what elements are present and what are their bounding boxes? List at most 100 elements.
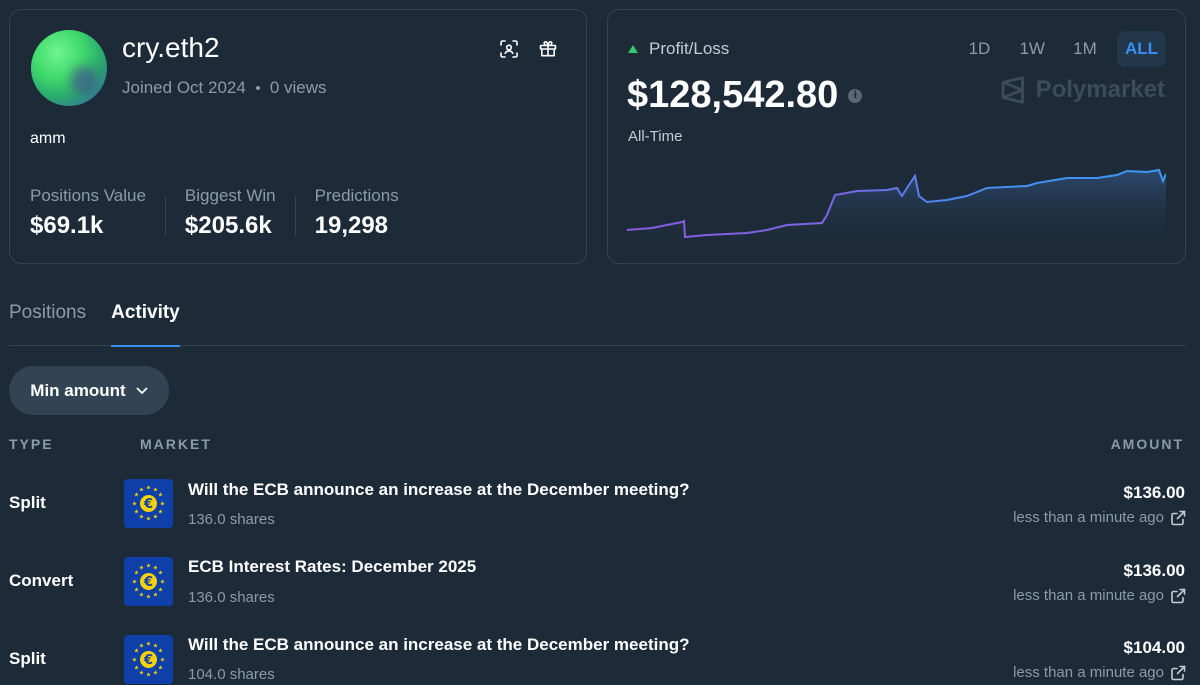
svg-text:★: ★	[134, 570, 139, 577]
share-count: 136.0 shares	[188, 589, 275, 606]
svg-text:★: ★	[132, 657, 137, 664]
row-time: less than a minute ago	[1013, 664, 1186, 681]
timestamp: less than a minute ago	[1013, 509, 1164, 526]
row-amount: $104.00	[1123, 638, 1185, 657]
eu-flag-euro-icon[interactable]: ★ ★ ★ ★ ★ ★ ★ ★ ★ ★ ★ ★ €	[124, 557, 173, 606]
min-amount-filter-button[interactable]: Min amount	[9, 366, 169, 415]
eu-flag-euro-icon[interactable]: ★ ★ ★ ★ ★ ★ ★ ★ ★ ★ ★ ★ €	[124, 479, 173, 528]
svg-text:★: ★	[153, 592, 158, 599]
column-header-type: TYPE	[9, 436, 54, 452]
svg-text:★: ★	[139, 514, 144, 521]
svg-text:★: ★	[139, 643, 144, 650]
polymarket-watermark: Polymarket	[1000, 76, 1165, 104]
eu-flag-euro-icon[interactable]: ★ ★ ★ ★ ★ ★ ★ ★ ★ ★ ★ ★ €	[124, 635, 173, 684]
external-link-icon[interactable]	[1170, 665, 1186, 681]
pnl-card: Profit/Loss $128,542.80 i All-Time 1D 1W…	[607, 9, 1186, 264]
row-type: Convert	[9, 571, 74, 590]
row-time: less than a minute ago	[1013, 509, 1186, 526]
svg-text:★: ★	[139, 592, 144, 599]
pnl-line	[627, 168, 1166, 239]
watermark-label: Polymarket	[1035, 76, 1165, 103]
pnl-title-label: Profit/Loss	[649, 39, 730, 58]
svg-text:★: ★	[132, 501, 137, 508]
svg-text:€: €	[143, 653, 153, 668]
avatar	[31, 30, 107, 106]
stat-value: $205.6k	[184, 212, 272, 239]
svg-text:★: ★	[158, 648, 163, 655]
filter-label: Min amount	[30, 380, 126, 400]
pnl-chart	[627, 168, 1166, 246]
svg-text:★: ★	[146, 485, 151, 492]
svg-text:★: ★	[153, 670, 158, 677]
profile-card: cry.eth2 Joined Oct 2024 0 views amm Pos…	[9, 9, 587, 264]
row-type: Split	[9, 493, 46, 512]
row-time: less than a minute ago	[1013, 587, 1186, 604]
external-link-icon[interactable]	[1170, 510, 1186, 526]
svg-text:★: ★	[146, 594, 151, 601]
column-header-amount: AMOUNT	[1110, 436, 1184, 452]
chevron-down-icon	[136, 387, 148, 394]
stat-label: Predictions	[314, 186, 399, 205]
svg-text:★: ★	[139, 565, 144, 572]
svg-text:★: ★	[139, 487, 144, 494]
row-amount: $136.00	[1123, 483, 1185, 502]
market-title[interactable]: Will the ECB announce an increase at the…	[188, 635, 690, 654]
view-count: 0 views	[269, 78, 327, 97]
svg-text:★: ★	[134, 665, 139, 672]
svg-text:★: ★	[158, 587, 163, 594]
tab-positions[interactable]: Positions	[9, 302, 87, 323]
username: cry.eth2	[122, 32, 220, 63]
table-row[interactable]: Convert ★ ★ ★ ★ ★ ★ ★ ★ ★ ★ ★ ★ € ECB Interest R…	[0, 556, 1200, 616]
svg-text:★: ★	[158, 665, 163, 672]
svg-text:★: ★	[153, 565, 158, 572]
svg-text:★: ★	[158, 509, 163, 516]
svg-text:★: ★	[146, 641, 151, 648]
tab-bar: Positions Activity	[9, 302, 1186, 347]
column-header-market: MARKET	[140, 436, 212, 452]
svg-text:★: ★	[153, 487, 158, 494]
gift-icon[interactable]	[537, 38, 559, 60]
bio: amm	[30, 130, 66, 147]
market-title[interactable]: Will the ECB announce an increase at the…	[188, 480, 690, 499]
svg-text:★: ★	[146, 672, 151, 679]
svg-text:€: €	[143, 497, 153, 512]
external-link-icon[interactable]	[1170, 588, 1186, 604]
range-selector: 1D 1W 1M ALL	[959, 31, 1166, 67]
range-1d[interactable]: 1D	[968, 39, 991, 58]
profile-meta: Joined Oct 2024 0 views	[122, 78, 327, 98]
svg-text:★: ★	[153, 643, 158, 650]
share-count: 136.0 shares	[188, 511, 275, 528]
stat-positions-value: Positions Value $69.1k	[30, 186, 146, 240]
table-row[interactable]: Split ★ ★ ★ ★ ★ ★ ★ ★ ★ ★ ★ ★ € Will the ECB ann…	[0, 478, 1200, 538]
pnl-amount: $128,542.80 i	[627, 74, 863, 117]
stat-value: $69.1k	[30, 212, 104, 239]
svg-text:★: ★	[158, 492, 163, 499]
stat-divider	[294, 196, 296, 236]
market-title[interactable]: ECB Interest Rates: December 2025	[188, 557, 477, 576]
svg-text:★: ★	[134, 492, 139, 499]
pnl-amount-value: $128,542.80	[627, 74, 839, 116]
svg-text:★: ★	[134, 648, 139, 655]
svg-text:★: ★	[146, 516, 151, 523]
svg-text:★: ★	[153, 514, 158, 521]
row-type: Split	[9, 649, 46, 668]
range-1w[interactable]: 1W	[1019, 39, 1045, 58]
stat-value: 19,298	[314, 212, 389, 239]
table-row[interactable]: Split ★ ★ ★ ★ ★ ★ ★ ★ ★ ★ ★ ★ € Will the ECB ann…	[0, 634, 1200, 685]
trend-up-icon	[628, 45, 638, 53]
svg-text:★: ★	[160, 579, 165, 586]
scan-profile-icon[interactable]	[498, 38, 520, 60]
info-icon[interactable]: i	[848, 88, 863, 103]
svg-text:★: ★	[146, 563, 151, 570]
svg-text:★: ★	[134, 509, 139, 516]
stat-predictions: Predictions 19,298	[315, 186, 399, 240]
stat-biggest-win: Biggest Win $205.6k	[185, 186, 276, 240]
svg-text:€: €	[143, 575, 153, 590]
range-1m[interactable]: 1M	[1073, 39, 1097, 58]
range-all[interactable]: ALL	[1116, 31, 1166, 67]
svg-text:★: ★	[158, 570, 163, 577]
stat-divider	[164, 196, 166, 236]
tab-activity[interactable]: Activity	[111, 302, 180, 347]
polymarket-logo-icon	[1001, 76, 1024, 104]
joined-date: Joined Oct 2024	[122, 78, 246, 97]
